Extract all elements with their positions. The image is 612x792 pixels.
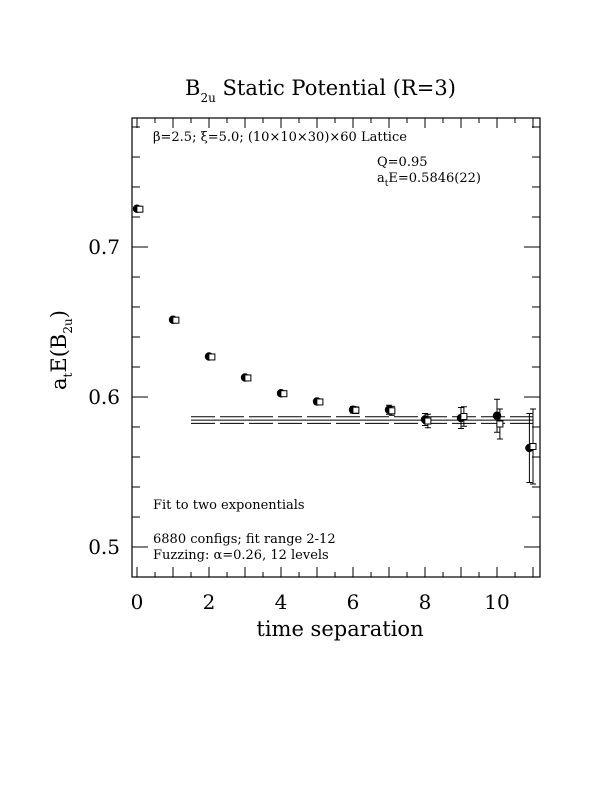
data-point-square [244,374,252,382]
data-point-square [529,443,537,450]
x-axis-label: time separation [256,617,423,641]
svg-text:atE(B2u): atE(B2u) [47,310,75,390]
fuzzing-annotation: Fuzzing: α=0.26, 12 levels [153,548,329,563]
data-point-square [352,406,360,414]
x-tick-label: 6 [347,590,360,614]
lattice-annotation: β=2.5; ξ=5.0; (10×10×30)×60 Lattice [153,130,407,145]
x-tick-label: 0 [131,590,144,614]
data-point-square [424,417,432,425]
data-point-square [136,205,144,213]
configs-annotation: 6880 configs; fit range 2-12 [153,532,336,547]
plot-frame [131,117,541,578]
data-point-square [208,353,216,361]
q-annotation: Q=0.95 [377,155,428,170]
y-tick-label: 0.5 [88,535,120,559]
data-point-square [388,407,396,415]
data-markers [132,204,537,453]
x-tick-label: 8 [419,590,432,614]
data-point-square [496,420,504,428]
x-tick-labels: 0 2 4 6 8 10 [131,590,510,614]
fit-band [191,416,533,424]
y-tick-labels: 0.5 0.6 0.7 [88,235,120,559]
y-tick-label: 0.7 [88,235,120,259]
fit-annotation: Fit to two exponentials [153,498,305,513]
chart-title: B2u Static Potential (R=3) [185,76,456,105]
data-point-square [316,398,324,406]
energy-annotation: atE=0.5846(22) [377,171,481,189]
x-tick-label: 2 [203,590,216,614]
x-tick-label: 4 [275,590,288,614]
data-point-square [460,413,468,420]
y-axis-label: atE(B2u) [47,310,75,390]
data-point-circle [492,411,502,420]
data-point-square [172,316,180,324]
x-tick-label: 10 [484,590,509,614]
axis-ticks [132,118,540,578]
data-point-square [280,390,288,398]
y-tick-label: 0.6 [88,385,120,409]
